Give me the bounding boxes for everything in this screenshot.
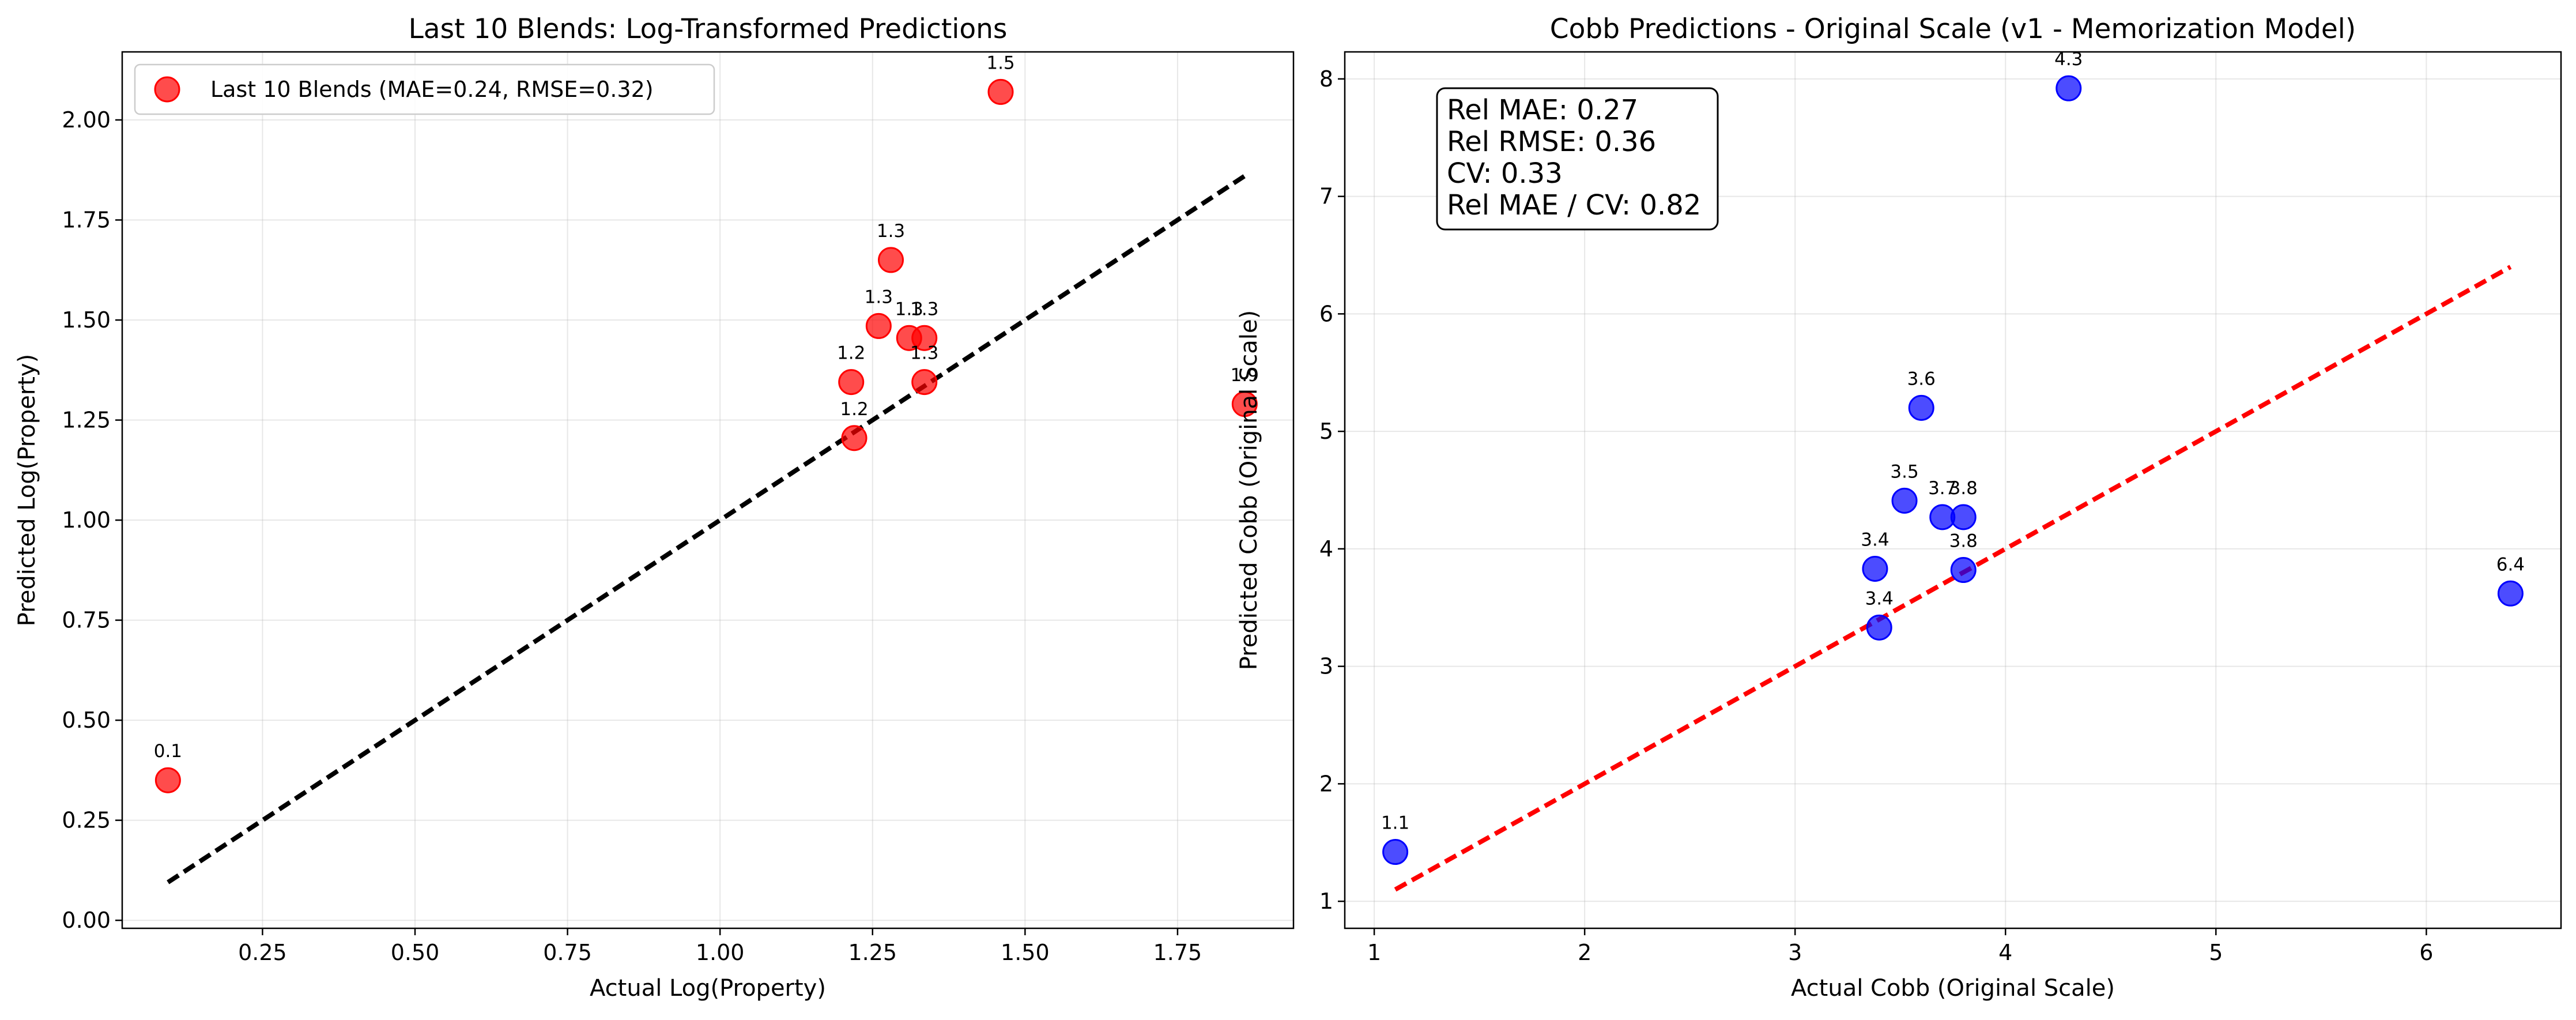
y-axis-label: Predicted Cobb (Original Scale)	[1236, 310, 1262, 670]
stats-line: Rel MAE: 0.27	[1447, 94, 1638, 126]
y-tick-label: 1.50	[62, 307, 111, 333]
x-tick-label: 1.50	[1001, 940, 1050, 965]
data-point-label: 3.4	[1861, 530, 1889, 551]
data-point	[1382, 839, 1409, 865]
data-point-label: 1.3	[877, 221, 905, 242]
data-point	[911, 325, 938, 351]
legend-frame	[134, 63, 715, 115]
y-tick-label: 0.75	[62, 608, 111, 633]
x-tick-label: 5	[2209, 940, 2223, 965]
data-point-label: 1.2	[837, 343, 865, 364]
x-tick-label: 6	[2419, 940, 2433, 965]
data-point	[1231, 391, 1258, 417]
y-tick-label: 0.50	[62, 707, 111, 733]
data-point	[878, 247, 904, 273]
data-point-label: 1.3	[910, 343, 938, 364]
data-point	[841, 425, 868, 451]
data-point-label: 3.6	[1907, 368, 1936, 389]
data-point	[2497, 580, 2524, 607]
y-axis-label: Predicted Log(Property)	[14, 354, 40, 626]
y-tick-label: 2	[1319, 771, 1333, 796]
data-point-label: 3.5	[1890, 461, 1918, 482]
data-point-label: 3.4	[1865, 588, 1894, 609]
y-tick-label: 0.25	[62, 808, 111, 833]
y-tick-label: 3	[1319, 654, 1333, 679]
identity-line	[167, 174, 1246, 884]
data-point-label: 1.1	[1381, 813, 1409, 834]
subplot-1: 0.11.21.21.31.31.31.31.31.51.90.25 0.50 0.…	[14, 13, 1295, 1002]
data-point	[911, 369, 938, 396]
chart-title: Cobb Predictions - Original Scale (v1 - …	[1550, 13, 2356, 45]
x-tick-label: 3	[1788, 940, 1802, 965]
x-tick-label: 1	[1367, 940, 1381, 965]
x-tick-label: 0.75	[543, 940, 592, 965]
data-point-label: 0.1	[154, 741, 182, 762]
data-point	[1950, 557, 1977, 584]
x-tick-label: 0.50	[391, 940, 440, 965]
data-point-label: 1.3	[865, 287, 893, 307]
data-point	[865, 313, 892, 339]
data-point-label: 1.9	[1231, 365, 1259, 386]
y-tick-label: 1	[1319, 889, 1333, 914]
data-point-label: 1.3	[895, 299, 923, 319]
data-point	[154, 767, 181, 793]
x-axis-label: Actual Cobb (Original Scale)	[1791, 975, 2115, 1002]
data-point-label: 3.8	[1949, 531, 1978, 552]
data-point	[987, 78, 1014, 105]
x-tick-label: 0.25	[238, 940, 287, 965]
y-tick-label: 1.75	[62, 208, 111, 233]
legend: Last 10 Blends (MAE=0.24, RMSE=0.32)	[134, 63, 715, 115]
identity-line	[1394, 265, 2512, 892]
data-point-label: 6.4	[2496, 554, 2525, 575]
axes-frame	[121, 51, 1295, 929]
data-point	[1862, 556, 1888, 582]
y-tick-label: 1.00	[62, 507, 111, 533]
data-point	[838, 369, 865, 396]
data-point-label: 1.5	[986, 52, 1014, 73]
x-axis-label: Actual Log(Property)	[590, 975, 826, 1002]
x-tick-label: 4	[1998, 940, 2012, 965]
y-tick-label: 6	[1319, 301, 1333, 326]
data-point	[2055, 75, 2082, 101]
data-point	[1891, 487, 1918, 514]
axes-frame	[1344, 51, 2562, 929]
y-tick-label: 1.25	[62, 408, 111, 433]
data-point	[1866, 614, 1892, 641]
data-point	[1908, 394, 1934, 421]
y-tick-label: 5	[1319, 419, 1333, 444]
legend-marker	[154, 76, 180, 103]
data-point	[1950, 504, 1977, 530]
data-point-label: 3.8	[1949, 478, 1978, 499]
y-tick-label: 7	[1319, 184, 1333, 209]
chart-title: Last 10 Blends: Log-Transformed Predicti…	[409, 13, 1008, 45]
legend-label: Last 10 Blends (MAE=0.24, RMSE=0.32)	[210, 77, 654, 102]
y-tick-label: 2.00	[62, 107, 111, 133]
x-tick-label: 2	[1578, 940, 1591, 965]
data-point-label: 1.2	[840, 399, 868, 420]
y-tick-label: 4	[1319, 536, 1333, 562]
stats-line: Rel RMSE: 0.36	[1447, 126, 1656, 158]
stats-line: CV: 0.33	[1447, 157, 1563, 190]
subplot-2: 1.13.43.43.53.63.73.83.84.36.41 2 3 4 5 61234…	[1236, 13, 2562, 1002]
data-point-label: 1.3	[910, 299, 938, 319]
x-tick-label: 1.75	[1153, 940, 1202, 965]
y-tick-label: 8	[1319, 66, 1333, 92]
data-point-label: 3.7	[1928, 478, 1956, 499]
x-tick-label: 1.00	[696, 940, 745, 965]
y-tick-label: 0.00	[62, 908, 111, 933]
x-tick-label: 1.25	[848, 940, 897, 965]
stats-box-frame	[1436, 87, 1719, 231]
stats-line: Rel MAE / CV: 0.82	[1447, 189, 1701, 221]
